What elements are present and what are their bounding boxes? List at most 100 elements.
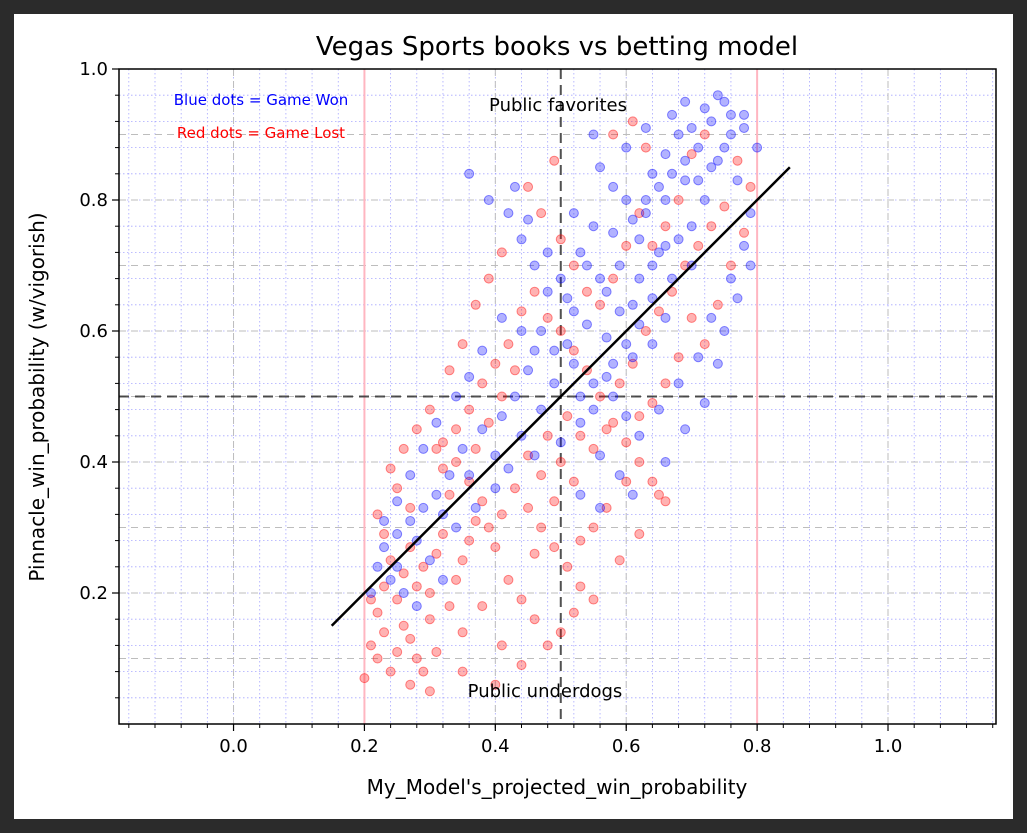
y-axis-ticks: 0.2 0.4 0.6 0.8 1.0 — [79, 59, 119, 699]
point-game-lost — [523, 181, 534, 192]
point-game-lost — [424, 404, 435, 415]
point-game-lost — [470, 299, 481, 310]
point-game-lost — [483, 273, 494, 284]
y-tick-label: 0.6 — [79, 321, 108, 342]
point-game-lost — [392, 594, 403, 605]
point-game-won — [549, 378, 560, 389]
point-game-won — [660, 457, 671, 467]
point-game-won — [536, 326, 547, 336]
point-game-lost — [608, 273, 619, 284]
point-game-lost — [385, 555, 396, 566]
point-game-lost — [699, 129, 710, 140]
point-game-won — [667, 273, 678, 284]
point-game-won — [660, 149, 671, 160]
diagonal-reference-line — [330, 166, 791, 627]
point-game-lost — [470, 515, 481, 526]
point-game-won — [418, 443, 429, 454]
point-game-won — [712, 358, 723, 369]
point-game-won — [725, 109, 736, 120]
point-game-won — [614, 306, 625, 317]
point-game-won — [719, 142, 730, 153]
point-game-lost — [634, 208, 645, 219]
point-game-won — [588, 221, 599, 232]
point-game-lost — [732, 155, 743, 166]
point-game-lost — [542, 430, 553, 441]
point-game-won — [640, 208, 651, 219]
point-game-lost — [372, 653, 383, 664]
point-game-lost — [490, 679, 501, 690]
point-game-lost — [608, 417, 619, 428]
point-game-lost — [562, 561, 573, 572]
point-game-lost — [588, 443, 599, 454]
point-game-won — [680, 155, 691, 166]
point-game-lost — [555, 234, 566, 245]
point-game-won — [431, 489, 442, 500]
point-game-won — [575, 489, 586, 500]
scatter-chart: Vegas Sports books vs betting model 0.0 0… — [25, 32, 997, 799]
point-game-won — [725, 273, 736, 284]
point-game-won — [405, 515, 416, 526]
point-game-won — [621, 142, 632, 153]
reference-lines — [119, 69, 996, 724]
point-game-lost — [549, 155, 560, 166]
x-tick-label: 0.8 — [743, 736, 772, 757]
point-game-won — [575, 247, 586, 258]
point-game-won — [673, 378, 684, 389]
point-game-lost — [372, 607, 383, 618]
point-game-won — [608, 391, 619, 402]
point-game-lost — [398, 568, 409, 579]
point-game-lost — [568, 476, 579, 487]
point-game-lost — [706, 221, 717, 232]
point-game-lost — [575, 430, 586, 441]
point-game-lost — [411, 581, 422, 592]
point-game-won — [699, 398, 710, 409]
point-game-won — [509, 181, 520, 192]
point-game-won — [719, 326, 730, 336]
point-game-won — [686, 122, 697, 133]
point-game-lost — [451, 457, 462, 467]
point-game-won — [379, 542, 390, 553]
point-game-lost — [405, 679, 416, 690]
point-game-won — [608, 181, 619, 192]
point-game-lost — [477, 496, 488, 507]
point-game-won — [647, 168, 658, 179]
annotation-public-underdogs: Public underdogs — [468, 681, 623, 702]
point-game-lost — [653, 306, 664, 317]
y-tick-label: 1.0 — [79, 59, 108, 80]
point-game-won — [693, 175, 704, 186]
point-game-lost — [686, 312, 697, 323]
point-game-lost — [496, 509, 507, 520]
point-game-won — [405, 470, 416, 481]
point-game-lost — [555, 457, 566, 467]
point-game-lost — [588, 594, 599, 605]
point-game-won — [392, 496, 403, 507]
point-game-lost — [437, 437, 448, 448]
point-game-won — [464, 168, 475, 179]
point-game-won — [568, 208, 579, 219]
point-game-won — [621, 339, 632, 350]
point-game-won — [457, 443, 468, 454]
point-game-lost — [424, 588, 435, 598]
point-game-lost — [536, 522, 547, 533]
point-game-won — [595, 273, 606, 284]
point-game-lost — [699, 339, 710, 350]
point-game-lost — [372, 509, 383, 520]
x-axis-ticks: 0.0 0.2 0.4 0.6 0.8 1.0 — [128, 724, 994, 757]
point-game-won — [752, 142, 763, 153]
annotation-public-favorites: Public favorites — [489, 95, 627, 116]
point-game-won — [581, 319, 592, 330]
point-game-lost — [562, 411, 573, 422]
point-game-lost — [621, 476, 632, 487]
point-game-lost — [693, 240, 704, 251]
point-game-lost — [660, 221, 671, 232]
point-game-lost — [464, 476, 475, 487]
point-game-won — [614, 470, 625, 481]
point-game-won — [627, 214, 638, 225]
point-game-lost — [673, 195, 684, 205]
point-game-won — [398, 588, 409, 598]
point-game-won — [712, 155, 723, 166]
point-game-lost — [470, 443, 481, 454]
point-game-won — [739, 122, 750, 133]
point-game-won — [627, 489, 638, 500]
